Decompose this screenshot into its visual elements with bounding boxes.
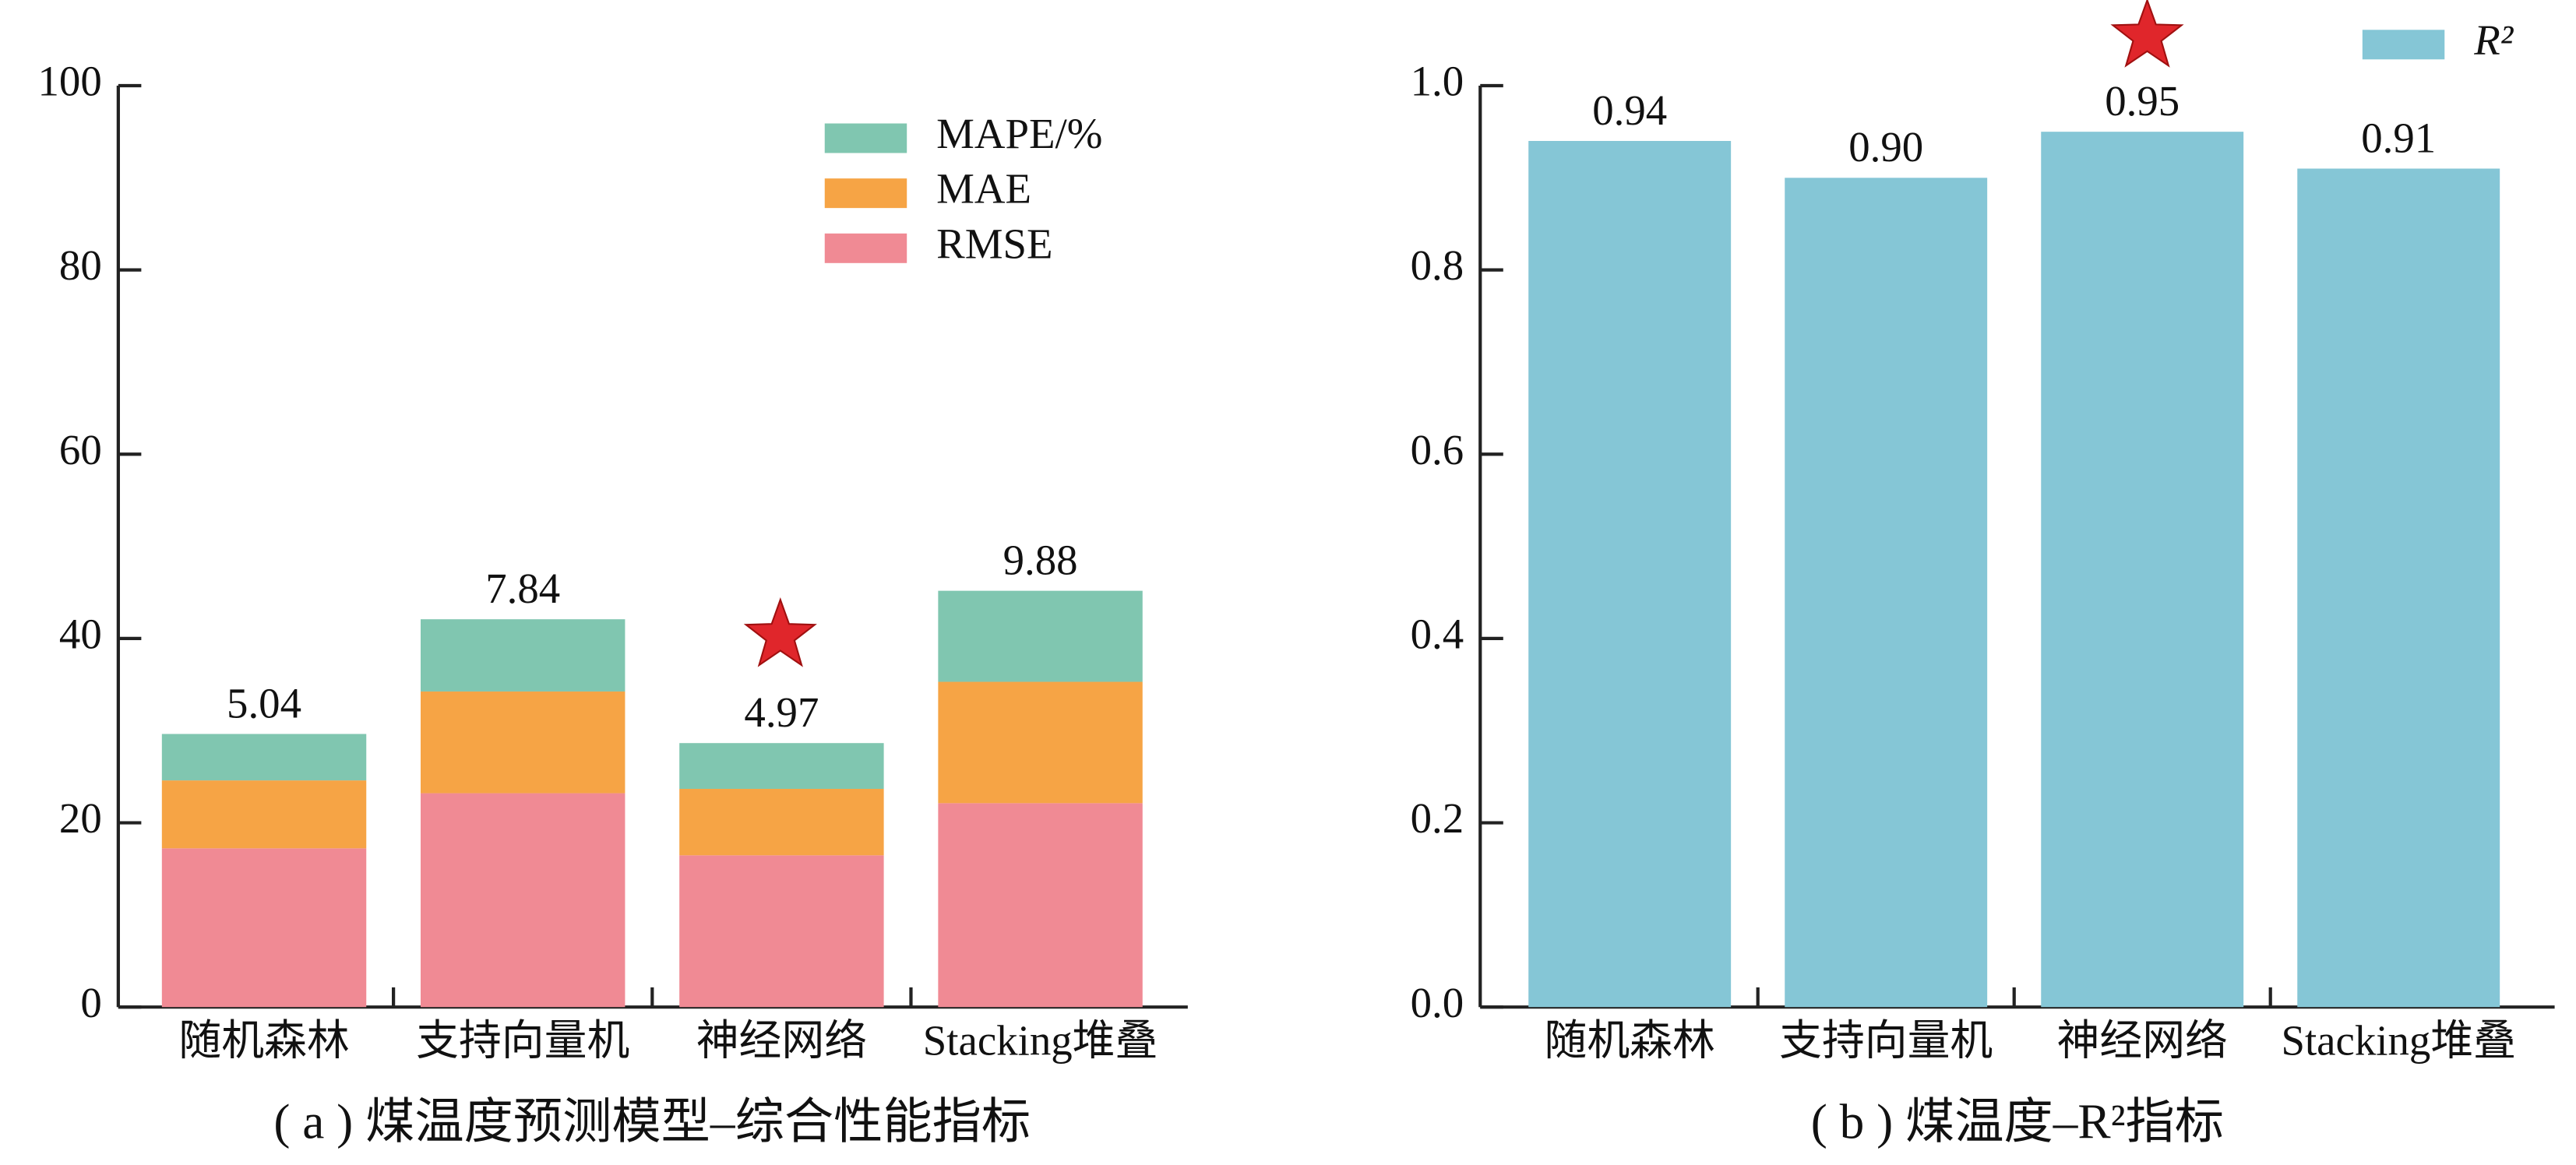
x-tick-label: 支持向量机 bbox=[1779, 1016, 1993, 1064]
y-tick-label: 1.0 bbox=[1411, 58, 1464, 105]
y-tick-label: 40 bbox=[59, 610, 102, 657]
value-label: 0.95 bbox=[2105, 77, 2180, 125]
value-label: 4.97 bbox=[744, 688, 819, 736]
x-tick-label: 随机森林 bbox=[178, 1016, 349, 1064]
legend-swatch bbox=[2362, 30, 2445, 60]
legend-swatch bbox=[824, 178, 907, 209]
x-tick-label: 神经网络 bbox=[696, 1016, 867, 1064]
value-label: 7.84 bbox=[485, 565, 560, 612]
best-star bbox=[2110, 0, 2184, 68]
bar bbox=[420, 619, 625, 692]
bar bbox=[2297, 168, 2500, 1008]
y-tick-label: 20 bbox=[59, 794, 102, 842]
value-label: 0.91 bbox=[2361, 114, 2436, 161]
x-tick-label: 神经网络 bbox=[2057, 1016, 2228, 1064]
y-tick-label: 0.2 bbox=[1411, 794, 1464, 842]
chart-title: ( b ) 煤温度–R²指标 bbox=[1811, 1095, 2224, 1149]
value-label: 5.04 bbox=[227, 679, 301, 727]
legend-label: MAE bbox=[936, 165, 1031, 213]
bar bbox=[938, 590, 1143, 682]
bar bbox=[2041, 132, 2244, 1008]
y-tick-label: 0.8 bbox=[1411, 241, 1464, 289]
y-tick-label: 80 bbox=[59, 241, 102, 289]
y-tick-label: 60 bbox=[59, 426, 102, 473]
value-label: 0.90 bbox=[1848, 123, 1923, 171]
x-tick-label: Stacking堆叠 bbox=[2281, 1016, 2516, 1064]
chart-title: ( a ) 煤温度预测模型–综合性能指标 bbox=[273, 1095, 1031, 1149]
value-label: 9.88 bbox=[1003, 536, 1078, 583]
y-tick-label: 0.6 bbox=[1411, 426, 1464, 473]
legend-label: MAPE/% bbox=[936, 110, 1102, 157]
x-tick-label: 随机森林 bbox=[1545, 1016, 1715, 1064]
bar bbox=[161, 848, 367, 1008]
y-tick-label: 0.0 bbox=[1411, 979, 1464, 1026]
x-tick-label: 支持向量机 bbox=[416, 1016, 629, 1064]
y-tick-label: 0.4 bbox=[1411, 610, 1464, 657]
value-label: 0.94 bbox=[1592, 86, 1667, 134]
bar bbox=[938, 681, 1143, 804]
bar bbox=[679, 855, 884, 1008]
bar bbox=[420, 793, 625, 1008]
y-tick-label: 0 bbox=[80, 979, 101, 1026]
legend-label: RMSE bbox=[936, 220, 1052, 267]
bar bbox=[161, 734, 367, 781]
best-star bbox=[743, 597, 817, 667]
bar bbox=[938, 803, 1143, 1008]
y-tick-label: 100 bbox=[38, 58, 102, 105]
bar bbox=[679, 789, 884, 856]
bar bbox=[1785, 178, 1988, 1008]
legend-label: R² bbox=[2473, 16, 2514, 64]
bar bbox=[161, 780, 367, 849]
x-tick-label: Stacking堆叠 bbox=[923, 1016, 1158, 1064]
bar bbox=[679, 743, 884, 790]
legend-swatch bbox=[824, 233, 907, 263]
legend-swatch bbox=[824, 123, 907, 153]
bar bbox=[1528, 141, 1732, 1008]
bar bbox=[420, 691, 625, 794]
